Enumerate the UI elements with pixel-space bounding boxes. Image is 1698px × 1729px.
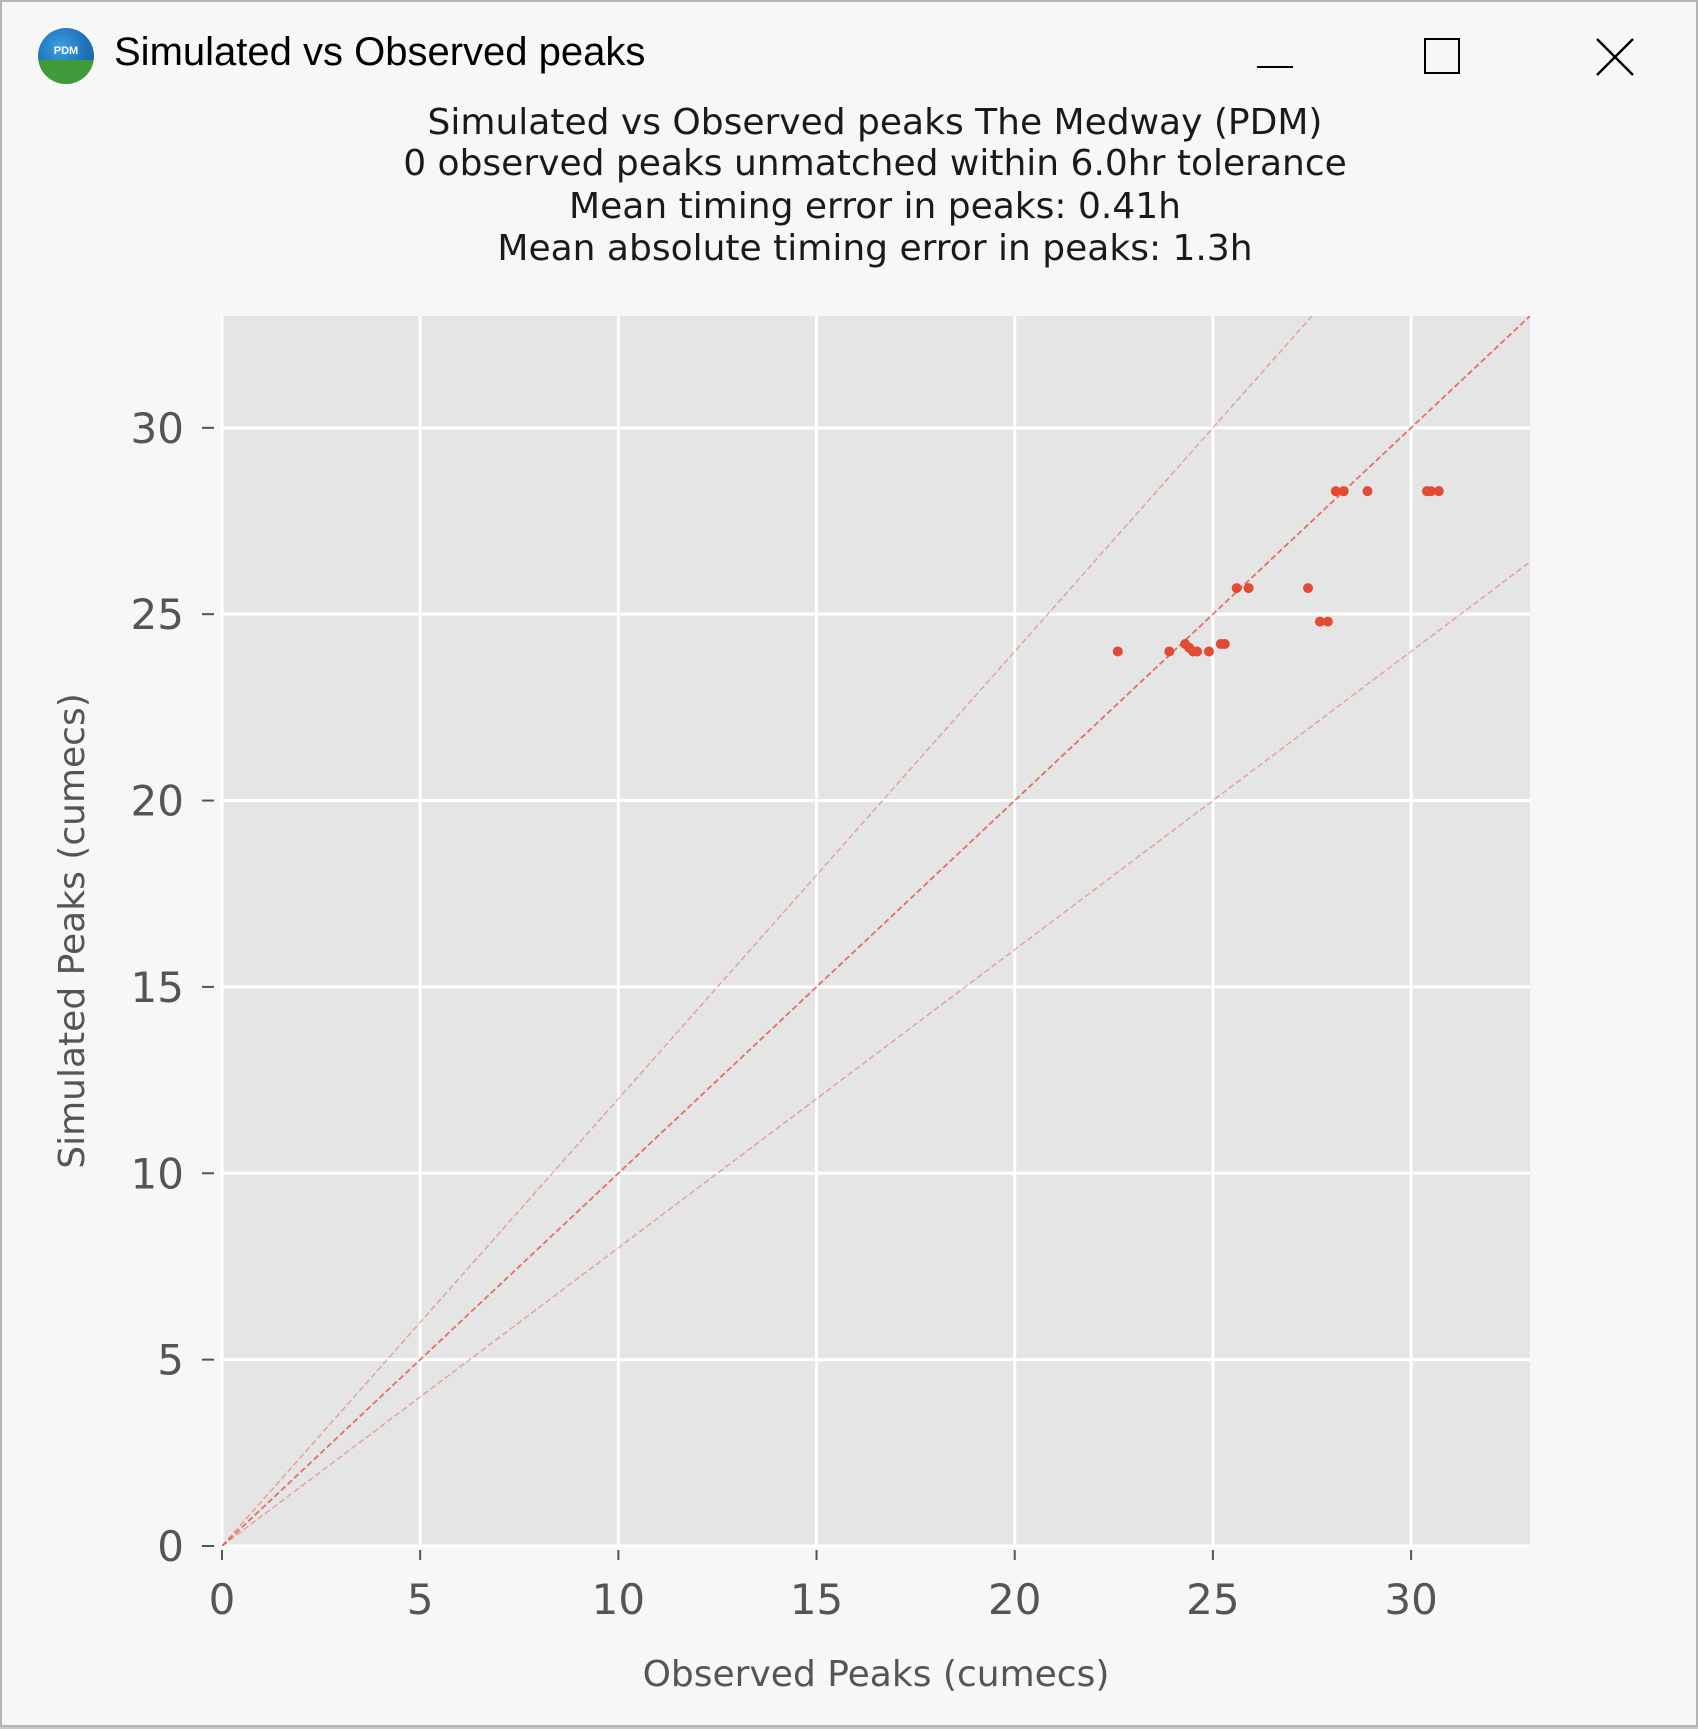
window-title: Simulated vs Observed peaks	[114, 30, 646, 74]
reference-line-slope-0.8	[222, 561, 1530, 1546]
chart-title-line-1: Simulated vs Observed peaks The Medway (…	[428, 106, 1323, 143]
y-tick-label-10: 10	[131, 1149, 184, 1198]
data-point-20	[1433, 486, 1444, 497]
y-tick-label-0: 0	[157, 1522, 184, 1571]
data-point-17	[1362, 486, 1373, 497]
data-point-13	[1314, 616, 1325, 627]
chart-title-line-3: Mean timing error in peaks: 0.41h	[569, 186, 1181, 227]
data-point-14	[1322, 616, 1333, 627]
close-icon	[1596, 38, 1634, 76]
title-bar[interactable]: PDM Simulated vs Observed peaks	[2, 2, 1696, 106]
data-point-12	[1303, 583, 1314, 594]
scatter-chart: Simulated vs Observed peaks The Medway (…	[52, 102, 1530, 1695]
maximize-icon	[1424, 38, 1460, 74]
chart-area: Simulated vs Observed peaks The Medway (…	[2, 102, 1696, 1725]
y-axis-label: Simulated Peaks (cumecs)	[52, 693, 93, 1169]
x-axis-label: Observed Peaks (cumecs)	[643, 1654, 1110, 1695]
data-point-1	[1112, 646, 1123, 657]
y-tick-label-15: 15	[131, 963, 184, 1012]
minimize-icon	[1257, 66, 1293, 68]
data-point-11	[1243, 583, 1254, 594]
data-point-2	[1164, 646, 1175, 657]
reference-line-slope-1.2	[222, 316, 1313, 1546]
data-point-19	[1425, 486, 1436, 497]
y-tick-label-20: 20	[131, 777, 184, 826]
data-point-10	[1231, 583, 1242, 594]
data-point-7	[1203, 646, 1214, 657]
x-tick-label-0: 0	[209, 1575, 236, 1624]
close-button[interactable]	[1555, 22, 1675, 92]
x-tick-label-25: 25	[1186, 1575, 1239, 1624]
chart-title-line-2: 0 observed peaks unmatched within 6.0hr …	[403, 143, 1347, 184]
reference-line-slope-1	[222, 316, 1530, 1546]
maximize-button[interactable]	[1383, 22, 1503, 92]
x-tick-label-15: 15	[790, 1575, 843, 1624]
x-tick-label-30: 30	[1384, 1575, 1437, 1624]
data-point-16	[1338, 486, 1349, 497]
data-point-15	[1330, 486, 1341, 497]
chart-title-line-4: Mean absolute timing error in peaks: 1.3…	[497, 228, 1252, 269]
minimize-button[interactable]	[1215, 22, 1335, 92]
x-tick-label-5: 5	[407, 1575, 434, 1624]
x-tick-label-10: 10	[592, 1575, 645, 1624]
data-point-6	[1192, 646, 1203, 657]
pdm-app-icon: PDM	[38, 28, 94, 84]
y-tick-label-5: 5	[157, 1336, 184, 1385]
data-point-9	[1219, 639, 1230, 649]
y-tick-label-25: 25	[131, 590, 184, 639]
x-tick-label-20: 20	[988, 1575, 1041, 1624]
app-icon-label: PDM	[53, 45, 79, 57]
y-tick-label-30: 30	[131, 404, 184, 453]
